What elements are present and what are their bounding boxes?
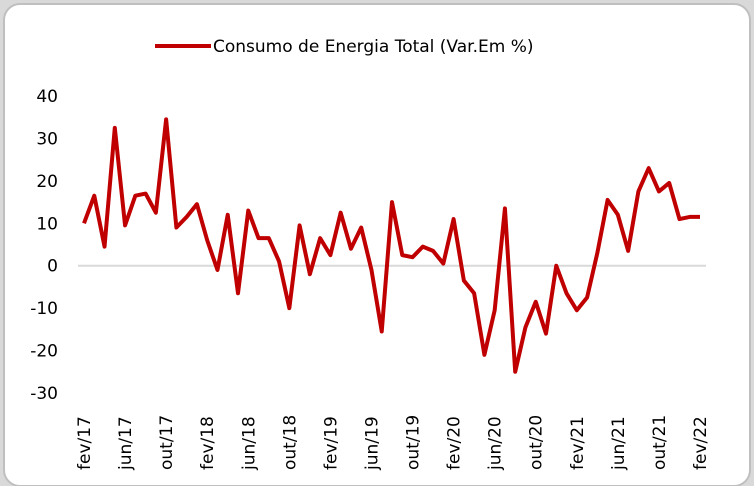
y-tick-label: 40 [36, 87, 58, 107]
x-tick-label: fev/20 [445, 416, 465, 470]
x-tick-label: fev/21 [568, 416, 588, 470]
x-tick-label: fev/17 [75, 416, 95, 470]
y-tick-label: -20 [30, 342, 58, 362]
x-tick-label: out/19 [404, 415, 424, 470]
x-tick-label: jun/21 [609, 416, 629, 471]
y-tick-label: 10 [36, 214, 58, 234]
x-tick-label: fev/22 [691, 416, 711, 470]
chart-frame [3, 3, 751, 486]
y-tick-label: 20 [36, 172, 58, 192]
y-tick-label: 30 [36, 129, 58, 149]
x-tick-label: jun/17 [116, 416, 136, 471]
x-tick-label: jun/19 [362, 416, 382, 471]
line [82, 117, 700, 374]
x-tick-label: out/21 [650, 415, 670, 470]
x-tick-label: fev/18 [198, 416, 218, 470]
x-tick-label: fev/19 [321, 416, 341, 470]
legend-label: Consumo de Energia Total (Var.Em %) [213, 37, 534, 57]
x-tick-label: jun/18 [239, 416, 259, 471]
x-tick-label: out/18 [280, 415, 300, 470]
x-tick-label: jun/20 [486, 416, 506, 471]
x-tick-label: out/17 [157, 415, 177, 470]
y-tick-label: -10 [30, 299, 58, 319]
y-tick-label: -30 [30, 384, 58, 404]
y-tick-label: 0 [47, 257, 58, 277]
x-tick-label: out/20 [527, 415, 547, 470]
